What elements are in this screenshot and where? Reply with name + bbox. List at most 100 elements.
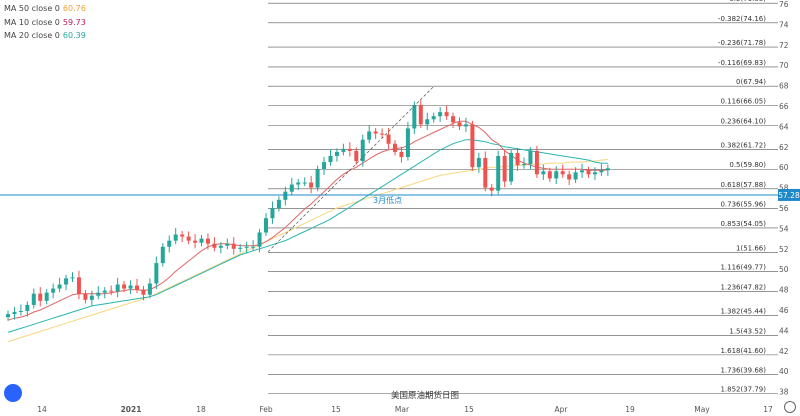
fib-label: 1(51.66): [736, 244, 766, 252]
ma50-line: [7, 158, 608, 343]
candle-body: [18, 311, 23, 313]
candle-body: [70, 277, 75, 279]
candle-body: [89, 295, 94, 300]
fib-label: 0.5(59.80): [729, 161, 766, 169]
fib-label: 0.236(64.10): [720, 117, 766, 125]
fib-label: 1.236(47.82): [720, 283, 766, 291]
fib-label: 0(67.94): [736, 78, 766, 86]
x-tick-label: 17: [763, 405, 773, 414]
candle-body: [476, 158, 481, 168]
fib-labels: -0.5(76.08) -0.382(74.16) -0.236(71.78) -0.…: [718, 0, 766, 394]
y-tick-label: 40: [779, 367, 789, 376]
candle-body: [599, 170, 604, 173]
candle-body: [135, 285, 139, 290]
fib-label: 1.736(39.68): [720, 366, 766, 374]
candle-body: [502, 155, 507, 182]
price-badge-label: 57.28: [778, 191, 800, 200]
x-tick-label: Apr: [555, 405, 569, 414]
legend-ma10-value: 59.73: [62, 17, 86, 27]
fib-label: -0.236(71.78): [718, 39, 766, 47]
fib-label: 1.382(45.44): [720, 308, 766, 316]
fib-label: -0.116(69.83): [718, 59, 766, 67]
candle-body: [470, 124, 475, 168]
candle-body: [534, 150, 539, 175]
candle-body: [528, 150, 533, 165]
candle-body: [302, 182, 307, 184]
candle-body: [31, 293, 36, 305]
candle-body: [199, 238, 204, 243]
fib-label: -0.382(74.16): [718, 15, 766, 23]
candle-body: [251, 246, 256, 248]
legend-ma20-value: 60.39: [62, 31, 86, 40]
candle-body: [128, 285, 133, 289]
candle-body: [276, 199, 281, 208]
candle-body: [160, 246, 165, 264]
legend-ma10: MA 10 close 0 59.73: [4, 16, 86, 30]
candle-body: [489, 187, 494, 191]
candle-body: [509, 152, 514, 182]
settings-gear-icon[interactable]: [784, 401, 796, 413]
candle-body: [315, 169, 320, 188]
candle-body: [547, 171, 552, 179]
legend-ma50-value: 60.76: [62, 4, 86, 13]
x-tick-label: 18: [196, 405, 206, 414]
candle-body: [592, 172, 597, 175]
ma20-line: [7, 139, 608, 333]
x-tick-label: 19: [625, 405, 635, 414]
candle-body: [173, 234, 178, 241]
legend-ma50: MA 50 close 0 60.76: [4, 2, 86, 16]
y-tick-label: 52: [779, 245, 789, 254]
candle-body: [231, 243, 236, 249]
ma10-line: [7, 120, 608, 321]
candle-body: [296, 182, 301, 185]
candle-body: [573, 172, 578, 180]
legend-ma20-label: MA 20 close 0: [4, 31, 60, 40]
candle-body: [44, 292, 49, 301]
candle-body: [83, 293, 88, 300]
candle-body: [6, 314, 10, 318]
candle-body: [560, 171, 565, 175]
candle-body: [328, 155, 333, 163]
candle-body: [264, 218, 268, 233]
y-tick-label: 56: [779, 204, 789, 213]
x-tick-label: May: [694, 405, 710, 414]
candle-body: [412, 104, 417, 129]
candle-body: [212, 243, 217, 248]
candle-body: [399, 151, 404, 157]
y-axis-labels: 38 40 42 44 46 48 50 52 54 56 58 60 62 64 66 68 70 72 74 76: [779, 0, 789, 397]
candle-body: [347, 148, 352, 151]
candle-body: [25, 304, 30, 312]
candle-body: [57, 284, 62, 289]
candle-body: [463, 124, 468, 127]
candle-body: [334, 151, 339, 156]
fib-label: 0.736(55.96): [720, 200, 766, 208]
price-badge: [778, 188, 800, 201]
candle-body: [12, 312, 17, 315]
fib-label: 0.116(66.05): [720, 97, 766, 105]
x-tick-label: 15: [331, 405, 341, 414]
candle-body: [431, 116, 436, 120]
candle-body: [270, 208, 275, 219]
tradingview-logo-icon[interactable]: [4, 384, 22, 402]
candle-body: [444, 112, 449, 117]
candle-body: [186, 236, 191, 241]
candle-body: [418, 104, 423, 125]
candle-body: [457, 122, 462, 127]
y-tick-label: 42: [779, 347, 789, 356]
candle-body: [102, 290, 107, 293]
candle-body: [51, 288, 56, 293]
y-tick-label: 72: [779, 41, 789, 50]
fib-label: 1.618(41.60): [720, 347, 766, 355]
fib-grid: [268, 2, 778, 395]
y-tick-label: 60: [779, 163, 789, 172]
candle-body: [218, 245, 223, 248]
y-tick-label: 44: [779, 326, 789, 335]
candle-body: [373, 131, 378, 134]
candle-body: [380, 133, 385, 135]
candle-body: [367, 131, 372, 140]
legend-ma20: MA 20 close 0 60.39: [4, 29, 86, 43]
candle-body: [122, 284, 127, 289]
chart-title: 美国原油期货日图: [391, 390, 459, 401]
candle-body: [147, 283, 152, 295]
